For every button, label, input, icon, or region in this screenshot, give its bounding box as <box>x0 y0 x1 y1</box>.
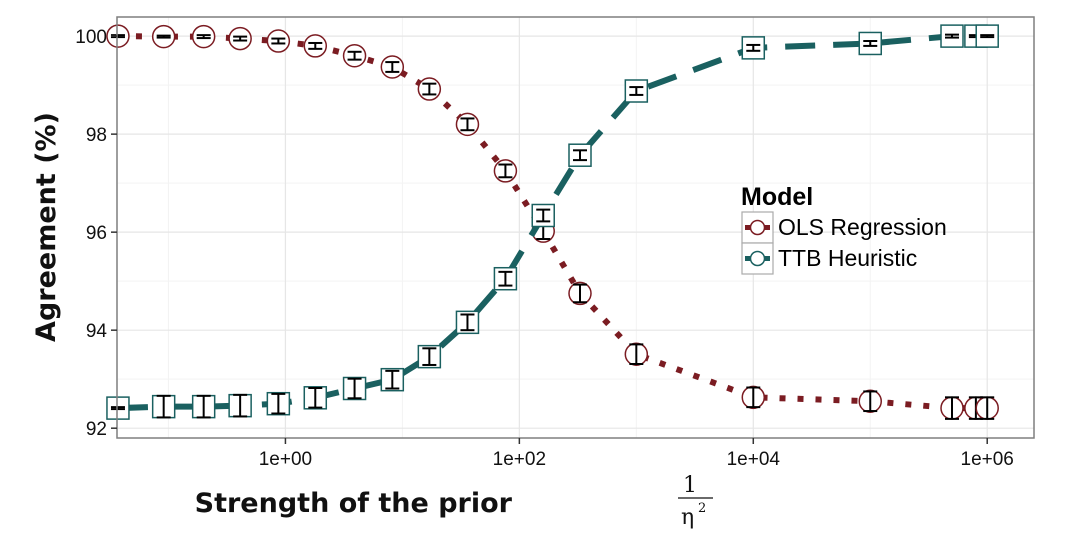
panel-border <box>116 16 1035 439</box>
y-tick-label: 96 <box>86 223 107 244</box>
data-point <box>106 24 130 48</box>
data-point <box>975 24 999 48</box>
legend-title: Model <box>741 183 813 211</box>
data-point <box>940 24 964 48</box>
y-tick-label: 98 <box>86 125 107 146</box>
data-point <box>568 143 592 167</box>
data-point <box>741 36 766 60</box>
data-point <box>858 389 882 413</box>
legend-item-ols: OLS Regression <box>741 211 947 244</box>
legend-circle-icon <box>749 219 766 236</box>
data-point <box>106 396 130 420</box>
data-point <box>266 391 291 416</box>
data-point <box>191 24 216 49</box>
series-ols <box>106 24 999 420</box>
x-tick-label: 1e+02 <box>493 449 546 470</box>
data-point <box>568 281 592 306</box>
series-group <box>106 24 999 420</box>
data-point <box>858 31 882 56</box>
legend-label-ttb: TTB Heuristic <box>778 245 917 271</box>
data-point <box>975 396 999 420</box>
x-tick-label: 1e+04 <box>727 449 781 470</box>
y-axis-title: Agreement (%) <box>31 112 62 342</box>
y-tick-label: 92 <box>86 419 107 440</box>
data-point <box>380 367 405 392</box>
math-numerator: 1 <box>683 473 697 498</box>
math-denominator: η <box>681 505 694 530</box>
data-point <box>151 394 176 419</box>
x-axis-title: Strength of the prior <box>195 488 513 519</box>
data-point <box>380 55 405 79</box>
data-point <box>342 376 367 401</box>
data-point <box>151 24 176 49</box>
x-axis-math: 1 η 2 <box>678 473 713 530</box>
data-point <box>266 29 291 53</box>
data-point <box>303 386 328 410</box>
data-point <box>531 203 555 228</box>
legend-circle-icon <box>749 250 766 267</box>
axis-ticks: 92 94 96 98 100 1e+00 1e+02 1e+04 1e+06 <box>75 27 1014 470</box>
data-point <box>342 43 367 68</box>
data-point <box>228 393 252 418</box>
data-point <box>624 79 649 103</box>
data-point <box>493 159 518 183</box>
data-point <box>417 77 442 101</box>
grid <box>117 17 1034 438</box>
legend: Model OLS Regression TTB Heuristic <box>741 183 947 275</box>
data-point <box>493 266 518 291</box>
x-tick-label: 1e+00 <box>259 449 312 470</box>
y-tick-label: 94 <box>86 321 108 342</box>
data-point <box>191 394 216 419</box>
data-point <box>741 385 766 410</box>
data-point <box>455 310 480 335</box>
legend-label-ols: OLS Regression <box>778 214 947 240</box>
series-ttb <box>106 24 999 420</box>
x-tick-label: 1e+06 <box>961 449 1014 470</box>
data-point <box>417 344 442 369</box>
legend-item-ttb: TTB Heuristic <box>741 242 917 275</box>
data-point <box>303 34 328 58</box>
data-point <box>624 342 649 366</box>
y-tick-label: 100 <box>75 27 107 48</box>
data-point <box>940 396 964 420</box>
data-point <box>228 26 252 51</box>
panel-background <box>117 17 1034 438</box>
data-point <box>455 112 480 137</box>
math-exponent: 2 <box>698 501 706 516</box>
